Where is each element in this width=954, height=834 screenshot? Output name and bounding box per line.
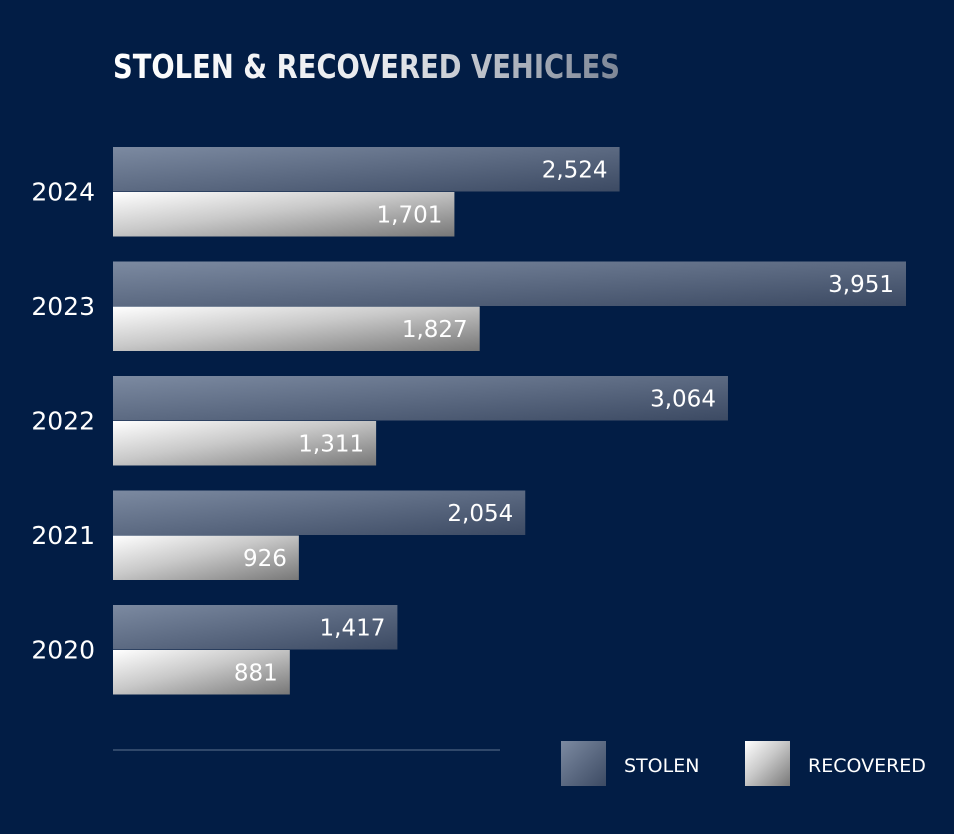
bar-stolen-2022 (113, 376, 728, 421)
value-label-stolen-2022: 3,064 (650, 386, 716, 412)
value-label-stolen-2024: 2,524 (542, 157, 608, 183)
value-label-stolen-2020: 1,417 (320, 615, 386, 641)
bar-stolen-2024 (113, 147, 620, 192)
bar-stolen-2023 (113, 261, 906, 306)
year-label-2021: 2021 (31, 521, 95, 550)
value-label-stolen-2023: 3,951 (828, 272, 894, 298)
year-label-2022: 2022 (31, 407, 95, 436)
legend-swatch-stolen (561, 741, 606, 786)
year-label-2023: 2023 (31, 292, 95, 321)
bar-recovered-2020 (113, 650, 290, 695)
bar-recovered-2021 (113, 535, 299, 580)
year-label-2020: 2020 (31, 636, 95, 665)
value-label-stolen-2021: 2,054 (447, 501, 513, 527)
bar-recovered-2022 (113, 421, 377, 466)
value-label-recovered-2020: 881 (234, 660, 278, 686)
bar-recovered-2023 (113, 306, 480, 351)
chart-title: STOLEN & RECOVERED VEHICLES (113, 47, 620, 86)
legend-label-recovered: RECOVERED (808, 755, 926, 777)
legend-label-stolen: STOLEN (624, 755, 699, 777)
bars-group: 2024 2,524 1,701 2023 3,951 1,827 2022 3,064 1,3… (31, 147, 906, 695)
value-label-recovered-2022: 1,311 (298, 431, 364, 457)
value-label-recovered-2023: 1,827 (402, 317, 468, 343)
bar-stolen-2020 (113, 605, 398, 650)
value-label-recovered-2024: 1,701 (377, 202, 443, 228)
legend-swatch-recovered (745, 741, 790, 786)
legend: STOLEN RECOVERED (561, 741, 926, 786)
bar-recovered-2024 (113, 192, 455, 237)
year-label-2024: 2024 (31, 178, 95, 207)
bar-stolen-2021 (113, 490, 526, 535)
value-label-recovered-2021: 926 (243, 546, 287, 572)
